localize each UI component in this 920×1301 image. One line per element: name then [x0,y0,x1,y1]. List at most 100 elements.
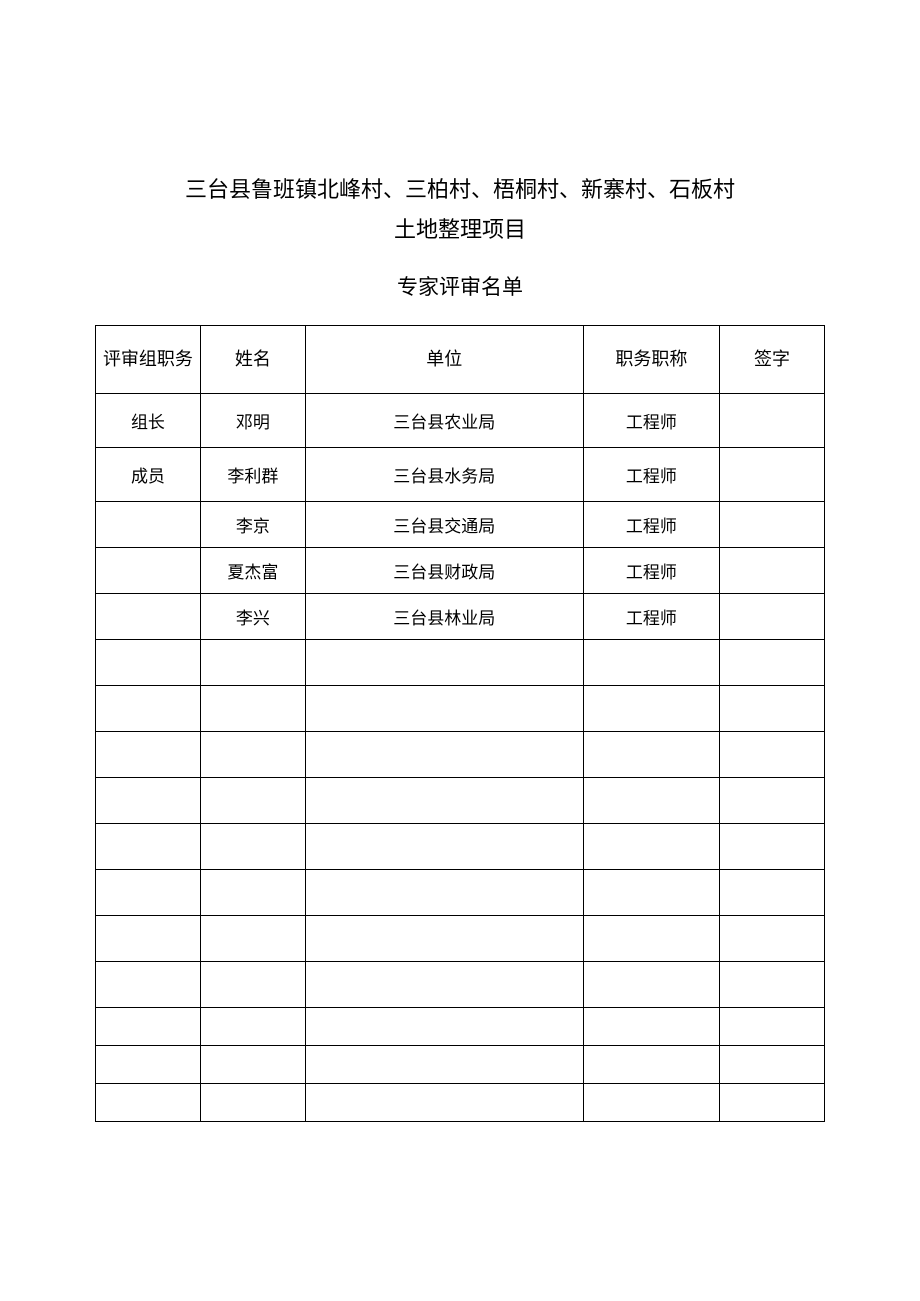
cell-role [96,685,201,731]
cell-title [583,639,719,685]
table-row [96,1083,825,1121]
cell-unit [305,961,583,1007]
cell-unit [305,731,583,777]
col-header-sign: 签字 [720,325,825,393]
table-row: 组长邓明三台县农业局工程师 [96,393,825,447]
cell-sign [720,1045,825,1083]
cell-sign [720,1007,825,1045]
cell-role [96,547,201,593]
cell-title [583,731,719,777]
cell-title [583,1007,719,1045]
cell-name [200,1045,305,1083]
cell-role [96,501,201,547]
col-header-role: 评审组职务 [96,325,201,393]
cell-title [583,685,719,731]
cell-sign [720,777,825,823]
cell-name [200,777,305,823]
cell-unit [305,685,583,731]
cell-name [200,685,305,731]
cell-unit [305,823,583,869]
table-row: 李兴三台县林业局工程师 [96,593,825,639]
table-row [96,1007,825,1045]
cell-unit: 三台县林业局 [305,593,583,639]
table-body: 组长邓明三台县农业局工程师成员李利群三台县水务局工程师李京三台县交通局工程师夏杰… [96,393,825,1121]
cell-role [96,869,201,915]
cell-role [96,1083,201,1121]
cell-sign [720,823,825,869]
table-row: 夏杰富三台县财政局工程师 [96,547,825,593]
col-header-name: 姓名 [200,325,305,393]
table-header-row: 评审组职务 姓名 单位 职务职称 签字 [96,325,825,393]
cell-role [96,1045,201,1083]
cell-sign [720,639,825,685]
cell-sign [720,501,825,547]
cell-sign [720,915,825,961]
document-subtitle: 专家评审名单 [95,269,825,307]
cell-title [583,915,719,961]
cell-role [96,1007,201,1045]
cell-sign [720,593,825,639]
cell-title: 工程师 [583,447,719,501]
cell-unit: 三台县财政局 [305,547,583,593]
cell-role [96,961,201,1007]
col-header-unit: 单位 [305,325,583,393]
document-title-block: 三台县鲁班镇北峰村、三柏村、梧桐村、新寨村、石板村 土地整理项目 [95,170,825,249]
cell-title [583,1045,719,1083]
cell-unit [305,915,583,961]
cell-role [96,823,201,869]
cell-title: 工程师 [583,547,719,593]
cell-unit: 三台县农业局 [305,393,583,447]
table-row: 李京三台县交通局工程师 [96,501,825,547]
cell-title [583,869,719,915]
table-row: 成员李利群三台县水务局工程师 [96,447,825,501]
cell-role [96,731,201,777]
cell-unit [305,1083,583,1121]
reviewer-table: 评审组职务 姓名 单位 职务职称 签字 组长邓明三台县农业局工程师成员李利群三台… [95,325,825,1122]
title-line-2: 土地整理项目 [95,210,825,250]
cell-role [96,639,201,685]
table-row [96,823,825,869]
col-header-title: 职务职称 [583,325,719,393]
cell-name: 邓明 [200,393,305,447]
cell-role: 组长 [96,393,201,447]
cell-title [583,777,719,823]
cell-sign [720,1083,825,1121]
cell-role [96,777,201,823]
cell-unit [305,869,583,915]
cell-name [200,915,305,961]
title-line-1: 三台县鲁班镇北峰村、三柏村、梧桐村、新寨村、石板村 [95,170,825,210]
table-row [96,685,825,731]
cell-name [200,1083,305,1121]
cell-unit: 三台县水务局 [305,447,583,501]
cell-title [583,961,719,1007]
cell-name [200,639,305,685]
cell-sign [720,547,825,593]
cell-unit [305,1045,583,1083]
cell-sign [720,869,825,915]
table-row [96,731,825,777]
cell-title [583,823,719,869]
cell-name: 李兴 [200,593,305,639]
cell-name [200,961,305,1007]
cell-name: 夏杰富 [200,547,305,593]
table-row [96,1045,825,1083]
cell-title [583,1083,719,1121]
table-row [96,961,825,1007]
table-row [96,639,825,685]
cell-unit [305,639,583,685]
cell-name: 李利群 [200,447,305,501]
cell-name [200,731,305,777]
cell-sign [720,685,825,731]
cell-sign [720,447,825,501]
cell-name [200,1007,305,1045]
table-row [96,777,825,823]
cell-title: 工程师 [583,593,719,639]
cell-unit: 三台县交通局 [305,501,583,547]
cell-unit [305,777,583,823]
cell-sign [720,731,825,777]
cell-sign [720,961,825,1007]
cell-role: 成员 [96,447,201,501]
cell-role [96,593,201,639]
cell-name: 李京 [200,501,305,547]
cell-sign [720,393,825,447]
